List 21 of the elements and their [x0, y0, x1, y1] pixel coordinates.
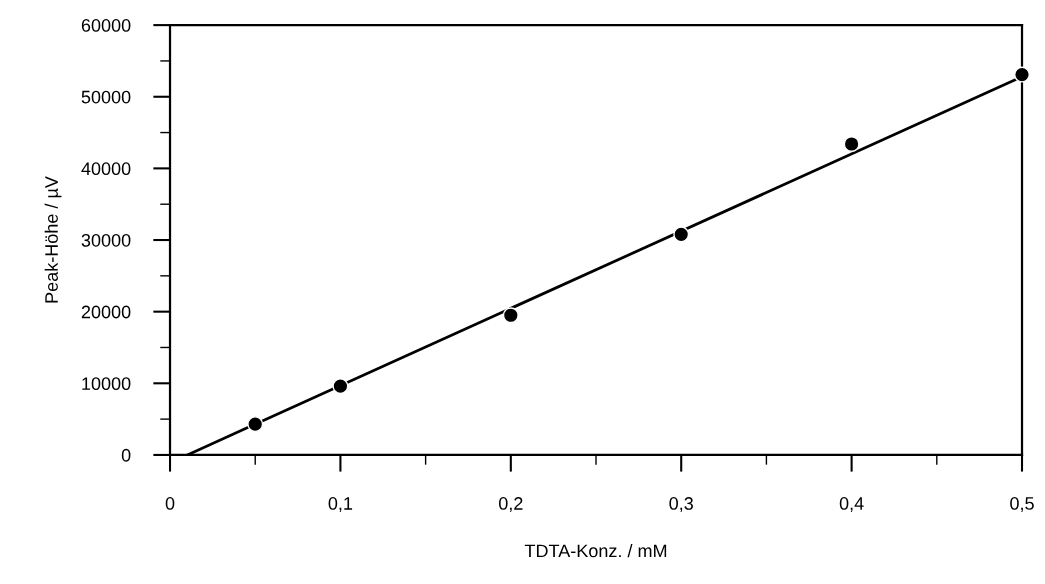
y-tick-label: 50000 — [81, 90, 131, 104]
point — [332, 378, 349, 395]
x-tick-label: 0,2 — [498, 497, 523, 512]
point — [502, 307, 519, 324]
y-tick-label: 20000 — [81, 305, 131, 319]
point — [673, 226, 690, 243]
point — [1014, 66, 1030, 83]
y-axis-title: Peak-Höhe / µV — [44, 176, 62, 303]
x-tick-label: 0,5 — [1010, 497, 1034, 512]
x-tick-label: 0,1 — [328, 497, 353, 512]
x-tick-label: 0,3 — [669, 497, 693, 512]
x-tick-label: 0,4 — [839, 497, 864, 512]
point — [247, 416, 264, 433]
y-tick-label: 30000 — [81, 233, 131, 247]
x-axis-title: TDTA-Konz. / mM — [524, 543, 667, 558]
x-tick-label: 0 — [165, 497, 175, 510]
y-tick-label: 10000 — [82, 377, 131, 391]
y-tick-label: 40000 — [81, 162, 131, 176]
y-tick-label: 60000 — [81, 19, 131, 32]
point — [843, 136, 860, 153]
y-tick-label: 0 — [121, 448, 131, 462]
